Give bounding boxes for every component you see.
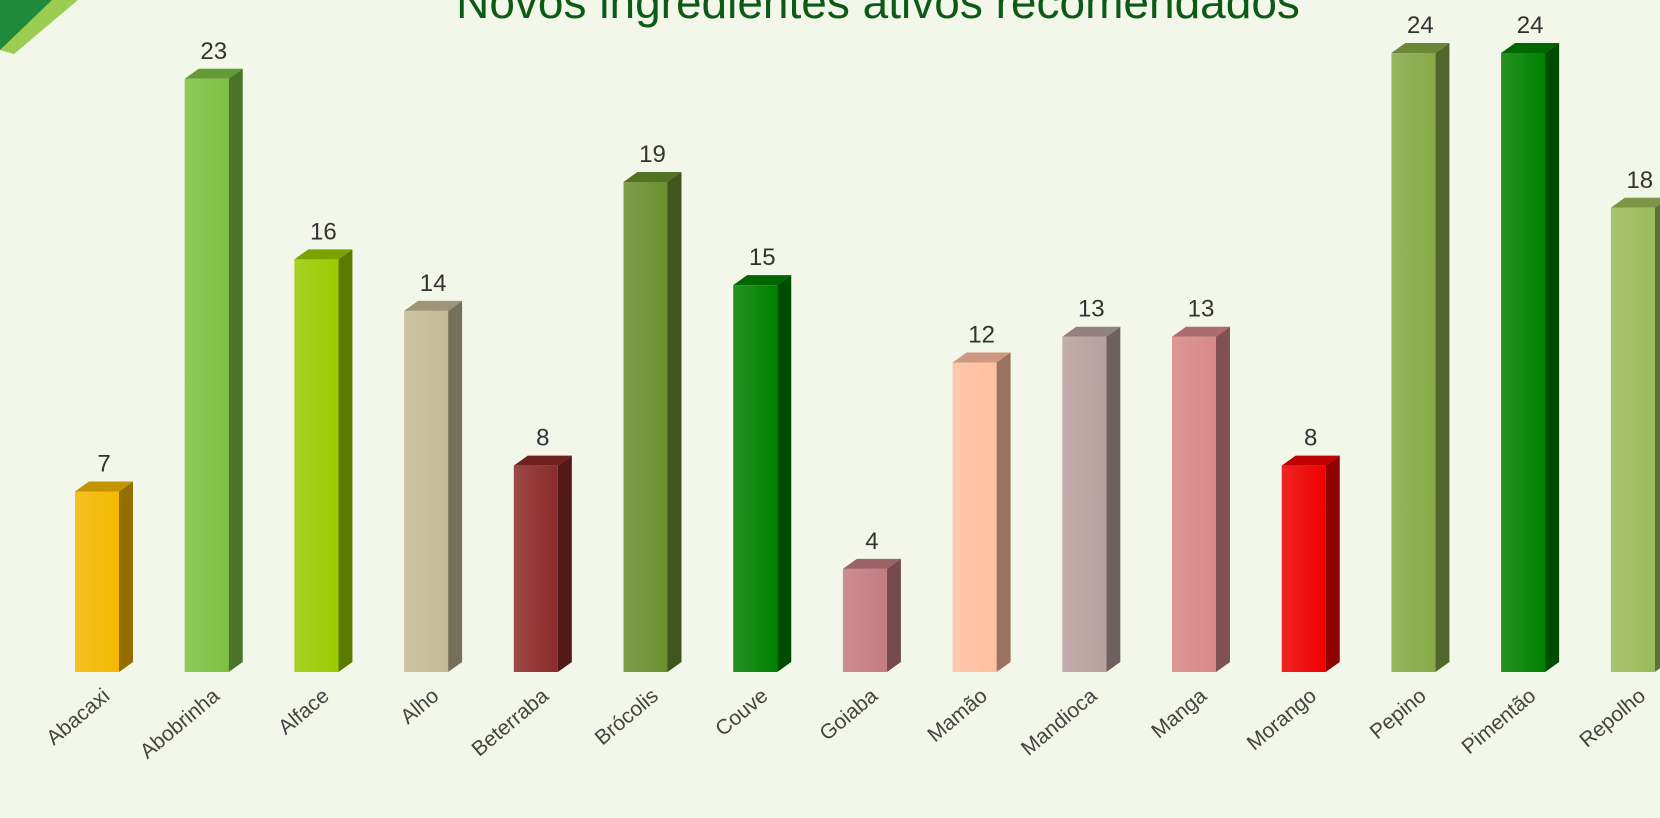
bar-side bbox=[1545, 43, 1560, 672]
bar-side-shade bbox=[448, 300, 463, 672]
bar-top bbox=[733, 275, 792, 286]
bar bbox=[623, 181, 668, 673]
value-label: 15 bbox=[749, 244, 776, 271]
bar bbox=[513, 465, 558, 672]
bar-side bbox=[1216, 326, 1230, 672]
bar-side bbox=[228, 68, 243, 672]
bar-top-shade bbox=[952, 352, 1011, 363]
bar-side bbox=[338, 249, 353, 673]
bar-top-shade bbox=[404, 300, 463, 311]
bar-top bbox=[1172, 326, 1230, 337]
bar-side-shade bbox=[996, 352, 1011, 672]
bar-side-shade bbox=[119, 481, 133, 672]
bar-top bbox=[1281, 455, 1340, 466]
bar-side bbox=[777, 275, 792, 672]
bar-side-shade bbox=[1654, 204, 1660, 672]
bar bbox=[1281, 465, 1326, 672]
value-label: 7 bbox=[97, 450, 110, 477]
bar bbox=[952, 362, 997, 672]
bar-top bbox=[294, 249, 353, 260]
bar-side bbox=[1325, 455, 1340, 672]
bar-top-shade bbox=[1501, 43, 1560, 53]
bar-top-shade bbox=[1172, 326, 1230, 337]
bar-side-shade bbox=[557, 455, 572, 672]
bar bbox=[184, 78, 229, 672]
bar-top bbox=[1501, 43, 1560, 53]
bar bbox=[1391, 53, 1436, 672]
bar-top-shade bbox=[1281, 455, 1340, 466]
bar-top-shade bbox=[623, 171, 682, 182]
bar-side bbox=[557, 455, 572, 672]
bar-top-shade bbox=[184, 68, 243, 79]
bar-top-shade bbox=[1391, 43, 1450, 53]
bar-side-shade bbox=[1216, 326, 1230, 672]
bar-side-shade bbox=[777, 275, 792, 672]
bar-top-shade bbox=[842, 558, 901, 569]
bar-top-shade bbox=[1062, 326, 1121, 337]
value-label: 8 bbox=[1304, 425, 1317, 452]
bar-top bbox=[513, 455, 572, 466]
value-label: 16 bbox=[310, 218, 337, 245]
bar-side bbox=[119, 481, 133, 672]
bar-side-shade bbox=[228, 68, 243, 672]
bar-top bbox=[184, 68, 243, 79]
bar bbox=[404, 310, 449, 672]
bar bbox=[733, 285, 778, 672]
bar bbox=[1172, 336, 1216, 672]
bar-side bbox=[448, 300, 463, 672]
bar-top bbox=[1062, 326, 1121, 337]
bar bbox=[294, 259, 339, 672]
bar-side bbox=[886, 558, 901, 672]
value-label: 13 bbox=[1078, 296, 1105, 323]
bar-top bbox=[1391, 43, 1450, 53]
bar-side bbox=[1435, 43, 1450, 672]
value-label: 12 bbox=[968, 322, 995, 349]
bar-top bbox=[75, 481, 133, 492]
bar-top bbox=[404, 300, 463, 311]
bar-side-shade bbox=[667, 171, 682, 673]
bar-side bbox=[667, 171, 682, 673]
value-label: 4 bbox=[865, 528, 878, 555]
bar-side-shade bbox=[1545, 43, 1560, 672]
bar bbox=[75, 491, 119, 672]
bar-top-shade bbox=[294, 249, 353, 260]
bar-side-shade bbox=[338, 249, 353, 673]
bar-side bbox=[1106, 326, 1121, 672]
bar-side-shade bbox=[1435, 43, 1450, 672]
bar-side bbox=[996, 352, 1011, 672]
bar-top bbox=[952, 352, 1011, 363]
bar-top-shade bbox=[1610, 197, 1660, 208]
bar-top bbox=[842, 558, 901, 569]
value-label: 24 bbox=[1517, 12, 1544, 39]
bar-top bbox=[623, 171, 682, 182]
bar bbox=[1610, 207, 1655, 672]
bar-top-shade bbox=[733, 275, 792, 286]
bar-side-shade bbox=[1106, 326, 1121, 672]
value-label: 23 bbox=[200, 38, 227, 65]
value-label: 19 bbox=[639, 141, 666, 168]
bar bbox=[1501, 53, 1546, 672]
bar bbox=[1062, 336, 1107, 672]
bar-top bbox=[1610, 197, 1660, 208]
bar-top-shade bbox=[513, 455, 572, 466]
bar bbox=[842, 568, 887, 672]
value-label: 8 bbox=[536, 425, 549, 452]
bar-side-shade bbox=[1325, 455, 1340, 672]
value-label: 13 bbox=[1188, 296, 1215, 323]
bar-side bbox=[1654, 204, 1660, 672]
bar-top-shade bbox=[75, 481, 133, 492]
value-label: 18 bbox=[1626, 167, 1653, 194]
value-label: 24 bbox=[1407, 12, 1434, 39]
corner-decoration bbox=[0, 0, 78, 54]
chart-title: Novos ingredientes ativos recomendados bbox=[456, 0, 1300, 28]
value-label: 14 bbox=[420, 270, 447, 297]
bar-side-shade bbox=[886, 558, 901, 672]
